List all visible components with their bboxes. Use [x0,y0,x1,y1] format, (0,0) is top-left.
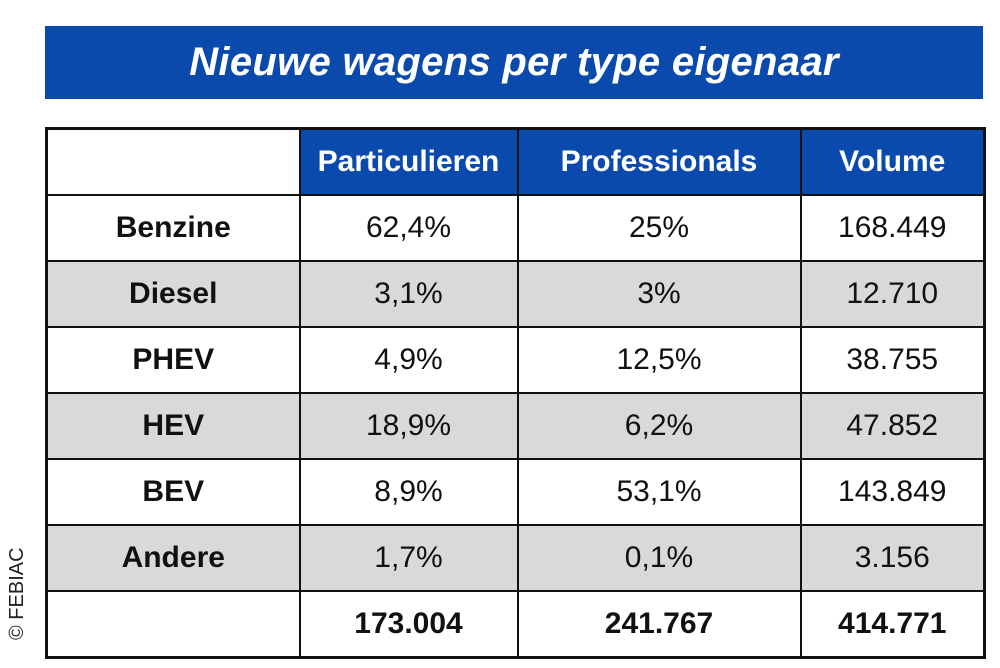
total-particulieren: 173.004 [298,590,519,659]
cell-volume: 12.710 [799,260,986,328]
page-title: Nieuwe wagens per type eigenaar [189,40,839,84]
ownership-table: Particulieren Professionals Volume Benzi… [45,127,986,659]
cell-professionals: 25% [516,194,802,262]
total-volume: 414.771 [799,590,986,659]
cell-particulieren: 4,9% [298,326,519,394]
cell-particulieren: 3,1% [298,260,519,328]
cell-volume: 38.755 [799,326,986,394]
table-row: Diesel 3,1% 3% 12.710 [45,260,986,328]
table-row: PHEV 4,9% 12,5% 38.755 [45,326,986,394]
cell-volume: 47.852 [799,392,986,460]
table-row: Andere 1,7% 0,1% 3.156 [45,524,986,592]
row-label: PHEV [45,326,301,394]
totals-label [45,590,301,659]
cell-professionals: 0,1% [516,524,802,592]
copyright-credit: © FEBIAC [6,547,28,640]
cell-professionals: 12,5% [516,326,802,394]
header-particulieren: Particulieren [298,127,519,196]
cell-particulieren: 8,9% [298,458,519,526]
header-volume: Volume [799,127,986,196]
header-professionals: Professionals [516,127,802,196]
cell-professionals: 53,1% [516,458,802,526]
row-label: Andere [45,524,301,592]
row-label: Diesel [45,260,301,328]
row-label: HEV [45,392,301,460]
cell-volume: 143.849 [799,458,986,526]
table-row: HEV 18,9% 6,2% 47.852 [45,392,986,460]
title-banner: Nieuwe wagens per type eigenaar [45,26,983,99]
cell-particulieren: 1,7% [298,524,519,592]
table-row: BEV 8,9% 53,1% 143.849 [45,458,986,526]
table-header-row: Particulieren Professionals Volume [45,127,986,196]
cell-particulieren: 18,9% [298,392,519,460]
cell-professionals: 6,2% [516,392,802,460]
totals-row: 173.004 241.767 414.771 [45,590,986,659]
cell-particulieren: 62,4% [298,194,519,262]
row-label: Benzine [45,194,301,262]
table-row: Benzine 62,4% 25% 168.449 [45,194,986,262]
cell-professionals: 3% [516,260,802,328]
total-professionals: 241.767 [516,590,802,659]
row-label: BEV [45,458,301,526]
header-corner [45,127,301,196]
cell-volume: 168.449 [799,194,986,262]
cell-volume: 3.156 [799,524,986,592]
